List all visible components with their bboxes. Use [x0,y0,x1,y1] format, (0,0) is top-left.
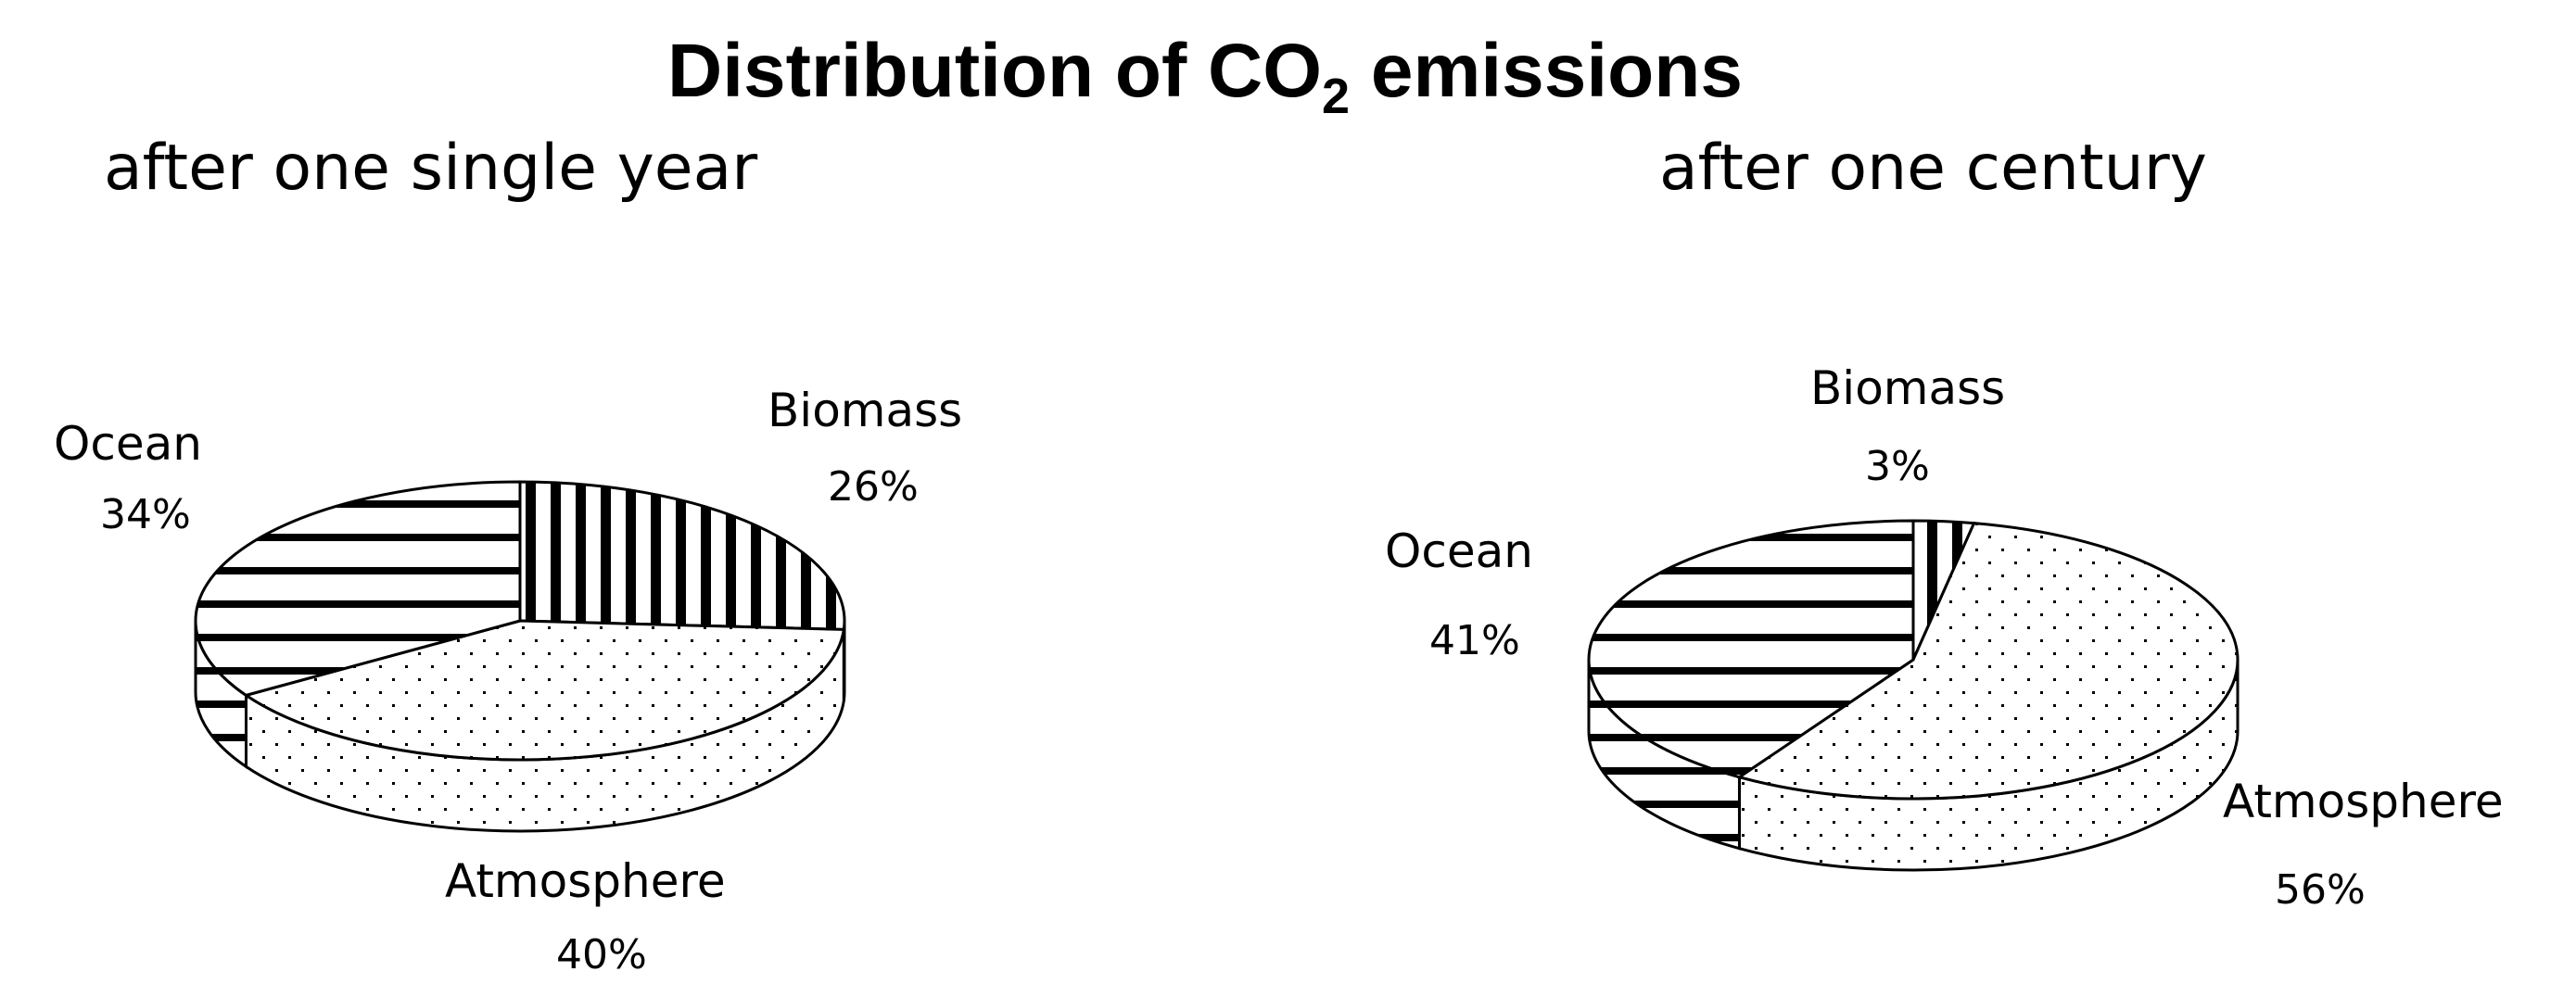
chart-2-label-ocean: Ocean [1385,524,1533,578]
chart-2-slice-ocean [1587,519,1915,779]
chart-2-title: after one century [1659,132,2207,205]
chart-2-value-biomass: 3% [1865,443,1930,490]
chart-2-label-atmosphere: Atmosphere [2223,775,2504,828]
chart-2-label-biomass: Biomass [1810,361,2005,415]
chart-2-value-atmosphere: 56% [2275,866,2366,914]
chart-1-label-atmosphere: Atmosphere [445,854,726,908]
chart-1-title: after one single year [104,132,757,205]
title-main: Distribution of CO [667,29,1322,113]
chart-1-value-atmosphere: 40% [556,931,647,978]
chart-2-value-ocean: 41% [1429,617,1520,664]
chart-1-value-biomass: 26% [828,463,919,511]
chart-2-slice-atmosphere [1735,522,2240,801]
chart-1-slice-biomass [518,480,846,631]
page-title: Distribution of CO2 emissions [667,29,1743,124]
title-tail: emissions [1350,29,1743,113]
chart-1-label-biomass: Biomass [768,384,962,437]
chart-1-value-ocean: 34% [100,491,191,538]
chart-1-slice-ocean [194,480,522,698]
pie-chart-one-year [194,480,846,833]
pie-chart-one-century [1587,519,2240,872]
chart-1-label-ocean: Ocean [54,417,202,471]
title-subscript: 2 [1322,69,1350,124]
